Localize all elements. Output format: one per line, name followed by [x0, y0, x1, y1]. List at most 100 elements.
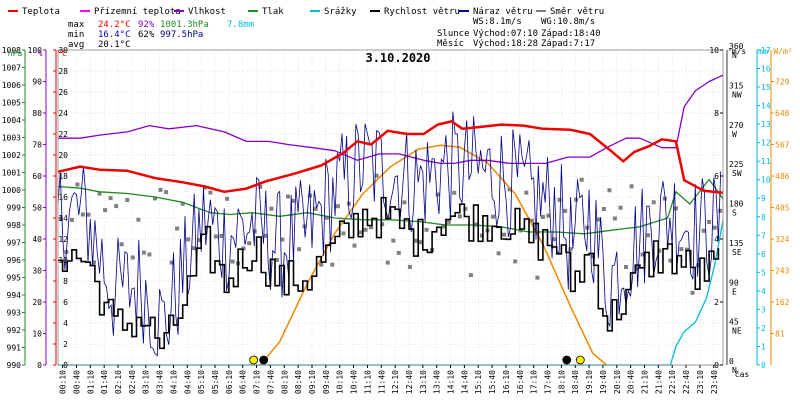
stat-value: 24.2°C — [98, 20, 131, 30]
wind-direction-point — [374, 173, 379, 178]
axis-tick-label-hpa: 1001 — [2, 169, 21, 178]
stat-wind-gust: WG:10.8m/s — [541, 17, 595, 27]
wind-direction-point — [358, 230, 362, 235]
wind-direction-point — [158, 187, 163, 192]
series-rain — [58, 220, 724, 366]
axis-tick-label-pct: 20 — [32, 298, 42, 307]
wind-direction-point — [58, 216, 63, 221]
axis-tick-label-pct: 90 — [32, 78, 42, 87]
axis-unit-x: čas — [735, 369, 750, 379]
wind-direction-point — [568, 247, 573, 252]
wind-direction-point — [579, 177, 584, 182]
axis-tick-label-x: 18:40 — [571, 370, 580, 394]
axis-tick-label-x: 04:40 — [183, 370, 192, 394]
wind-direction-point — [463, 206, 468, 211]
series-wind-speed — [58, 196, 720, 350]
wind-direction-point — [75, 182, 80, 187]
axis-tick-label-wm2: 162 — [775, 298, 790, 307]
legend-label: Směr větru — [550, 7, 604, 17]
wind-direction-point — [369, 225, 374, 230]
axis-dir-label: NW — [732, 90, 742, 99]
wind-direction-point — [535, 275, 540, 280]
axis-tick-label-hpa: 1006 — [2, 81, 21, 90]
wind-direction-point — [213, 234, 218, 239]
axis-tick-label-hpa: 1003 — [2, 134, 21, 143]
axis-tick-label-x: 11:40 — [377, 370, 386, 394]
moonset-marker — [259, 355, 269, 365]
axis-tick-label-x: 11:10 — [363, 370, 372, 394]
wind-direction-point — [103, 208, 108, 213]
axis-tick-label-pct: 0 — [37, 361, 42, 370]
wind-direction-point — [247, 241, 252, 246]
axis-tick-label-x: 12:10 — [391, 370, 400, 394]
stat-value: 7.8mm — [227, 20, 254, 30]
wind-direction-point — [164, 190, 169, 195]
stat-row-label: avg — [68, 40, 84, 50]
axis-tick-label-mm: 9 — [761, 194, 766, 203]
wind-direction-point — [324, 215, 329, 220]
wind-direction-point — [269, 206, 274, 211]
stat-row-label: max — [68, 20, 85, 30]
axis-tick-label-mm: 7 — [761, 231, 766, 240]
series-humidity — [58, 74, 724, 165]
axis-tick-label-deg: 45 — [729, 318, 739, 327]
wind-direction-point — [297, 247, 302, 252]
series-layer — [57, 74, 724, 366]
wind-direction-point — [169, 260, 174, 265]
axis-dir-label: N — [732, 366, 737, 375]
axis-tick-label-deg: 360 — [729, 42, 744, 51]
axis-unit-pct: % — [38, 49, 43, 58]
axis-tick-label-wind: 2 — [714, 298, 719, 307]
axis-tick-label-x: 16:10 — [502, 370, 511, 394]
axis-tick-label-x: 22:40 — [682, 370, 691, 394]
axis-dir-label: SE — [732, 248, 742, 257]
axis-tick-label-hpa: 993 — [7, 309, 22, 318]
wind-direction-point — [380, 222, 385, 227]
axis-tick-label-x: 07:40 — [266, 370, 275, 394]
axis-tick-label-wm2: 405 — [775, 204, 790, 213]
wind-direction-point — [130, 255, 135, 260]
axis-tick-label-wm2: 486 — [775, 172, 790, 181]
axis-tick-label-x: 16:40 — [516, 370, 525, 394]
wind-direction-point — [496, 251, 501, 256]
wind-direction-point — [540, 215, 545, 219]
axis-tick-label-x: 19:40 — [599, 370, 608, 394]
axis-tick-label-x: 06:10 — [225, 370, 234, 394]
wind-direction-point — [607, 188, 612, 193]
wind-direction-point — [335, 204, 340, 209]
axis-tick-label-x: 23:10 — [696, 370, 705, 394]
stat-sun-set: Západ:18:40 — [541, 29, 601, 39]
axis-tick-label-deg: 0 — [729, 357, 734, 366]
wind-direction-point — [513, 259, 518, 264]
stat-wind-speed: WS:8.1m/s — [473, 17, 522, 27]
axis-tick-label-x: 17:10 — [530, 370, 539, 394]
stat-value: 62% — [138, 30, 155, 40]
wind-direction-point — [108, 196, 113, 201]
series-wind-direction — [58, 173, 723, 295]
wind-direction-point — [668, 258, 673, 263]
wind-direction-point — [524, 190, 529, 195]
axis-tick-label-hpa: 1000 — [2, 186, 21, 195]
wind-direction-point — [97, 191, 102, 196]
axis-tick-label-temp: 30 — [58, 46, 68, 55]
axis-dir-label: NE — [732, 327, 742, 336]
axis-tick-label-mm: 13 — [761, 120, 771, 129]
legend-label: Teplota — [22, 7, 60, 17]
axis-tick-label-mm: 17 — [761, 46, 771, 55]
wind-direction-point — [712, 225, 717, 230]
axis-tick-label-x: 13:40 — [433, 370, 442, 394]
axis-tick-label-x: 05:40 — [211, 370, 220, 394]
axis-tick-label-x: 08:40 — [294, 370, 303, 394]
axis-unit-deg: ° — [728, 47, 733, 56]
axis-tick-label-x: 10:40 — [350, 370, 359, 394]
wind-direction-point — [274, 258, 279, 262]
moonrise-marker — [562, 355, 572, 365]
axis-tick-label-temp: 6 — [63, 298, 68, 307]
axis-tick-label-deg: 315 — [729, 81, 744, 90]
axis-tick-label-x: 04:10 — [170, 370, 179, 394]
axis-dir-label: N — [732, 51, 737, 60]
axis-tick-label-wm2: 648 — [775, 109, 790, 118]
legend-label: Tlak — [262, 7, 284, 17]
legend-label: Srážky — [324, 7, 357, 17]
